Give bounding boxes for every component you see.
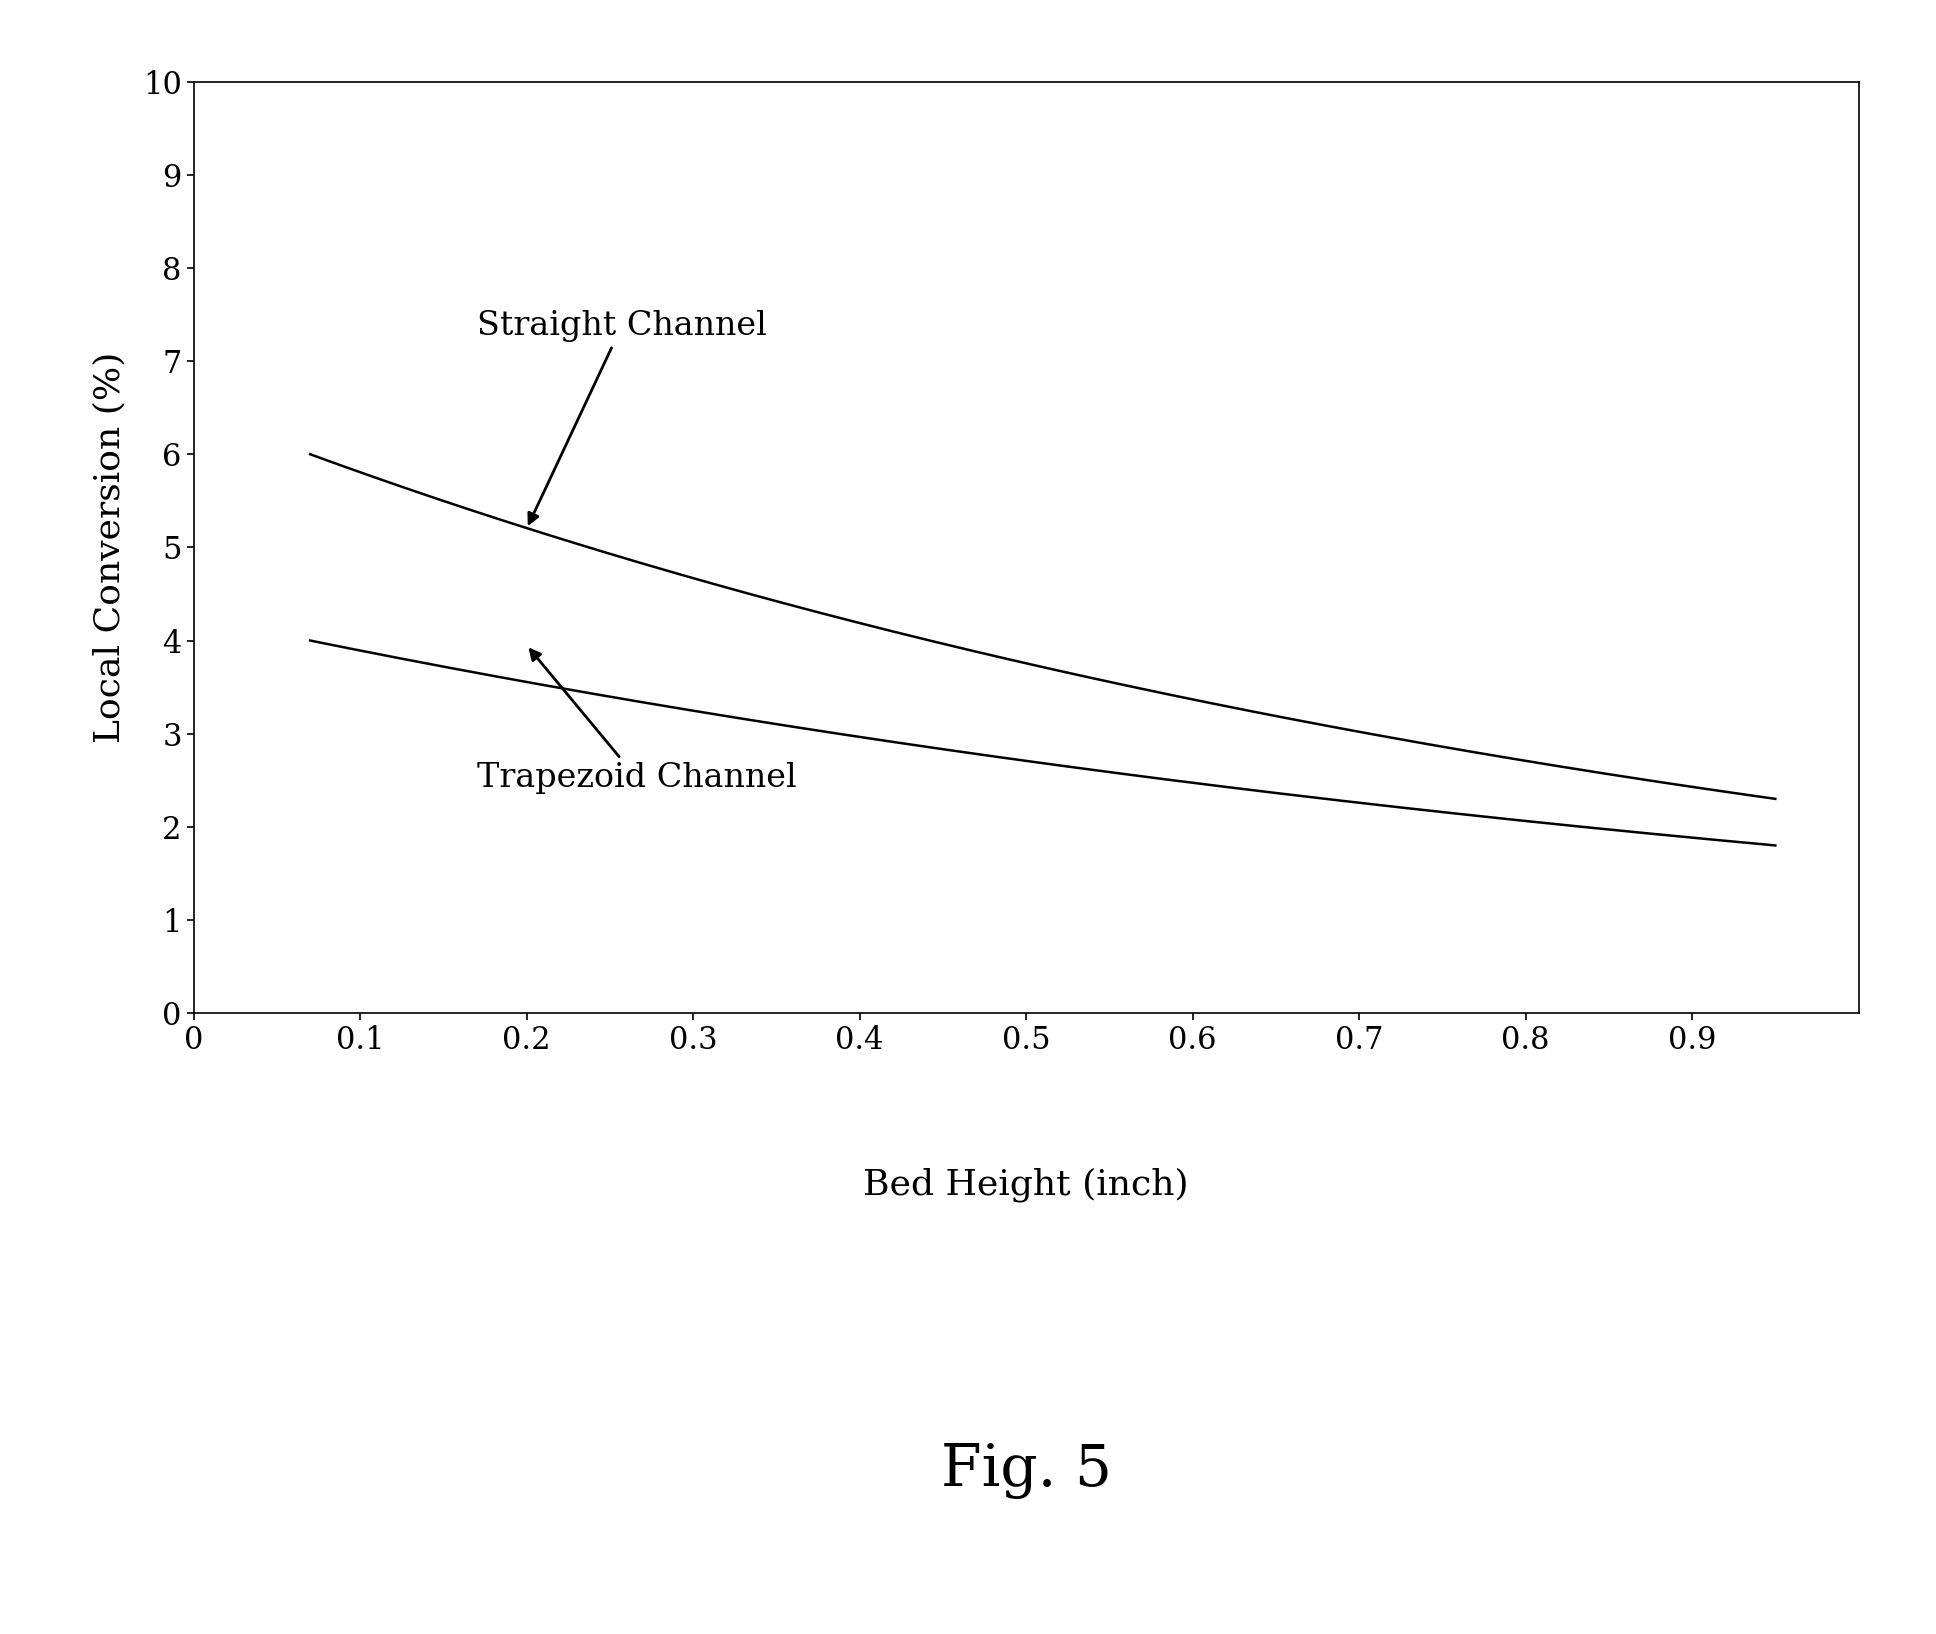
Text: Straight Channel: Straight Channel: [476, 310, 767, 523]
Text: Trapezoid Channel: Trapezoid Channel: [476, 650, 796, 794]
Text: Bed Height (inch): Bed Height (inch): [863, 1167, 1189, 1203]
Text: Fig. 5: Fig. 5: [941, 1443, 1111, 1498]
Y-axis label: Local Conversion (%): Local Conversion (%): [93, 351, 126, 743]
